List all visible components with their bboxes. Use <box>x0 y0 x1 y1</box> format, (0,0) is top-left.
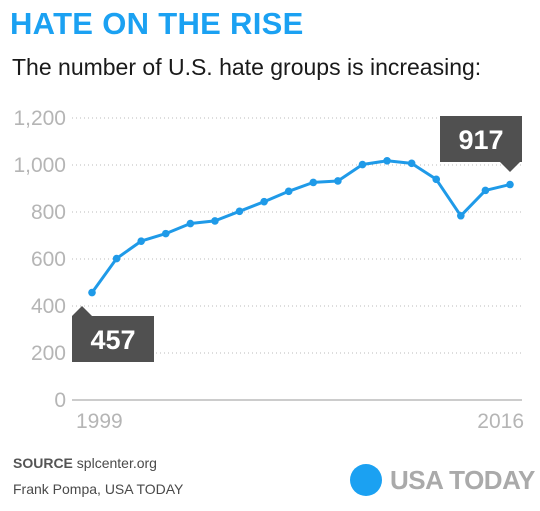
y-tick-label: 600 <box>31 248 66 271</box>
chart-subtitle: The number of U.S. hate groups is increa… <box>12 54 482 80</box>
data-point <box>309 178 318 187</box>
x-tick-label: 2016 <box>477 410 524 433</box>
callout-label-start: 457 <box>90 325 135 355</box>
usa-today-logo-text: USA TODAY <box>390 465 535 495</box>
series-line <box>90 159 512 295</box>
source-text: splcenter.org <box>76 455 157 471</box>
y-tick-label: 1,200 <box>13 107 66 130</box>
line-chart: 0 200 400 600 800 1,000 1,200 1999 2016 457 917 <box>13 107 524 433</box>
data-point <box>88 288 96 297</box>
data-point <box>186 219 195 228</box>
credit-line: Frank Pompa, USA TODAY <box>13 481 184 497</box>
y-tick-label: 400 <box>31 295 66 318</box>
data-point <box>211 217 219 225</box>
data-point <box>407 159 416 168</box>
y-tick-label: 1,000 <box>13 154 66 177</box>
data-point <box>481 186 490 195</box>
y-tick-label: 0 <box>54 389 66 412</box>
data-point <box>137 237 145 245</box>
callout-box-start <box>72 306 154 362</box>
source-label: SOURCE <box>13 455 73 471</box>
y-tick-label: 200 <box>31 342 66 365</box>
usa-today-dot-icon <box>350 464 382 496</box>
y-tick-label: 800 <box>31 201 66 224</box>
data-point <box>260 197 268 206</box>
x-tick-label: 1999 <box>76 410 123 433</box>
callout-label-end: 917 <box>458 125 503 155</box>
source-line: SOURCE splcenter.org <box>13 455 157 471</box>
data-point <box>235 207 244 216</box>
chart-title: HATE ON THE RISE <box>10 6 304 41</box>
data-point <box>457 211 465 220</box>
data-point <box>506 180 514 189</box>
data-point <box>284 187 293 196</box>
data-point <box>161 229 170 238</box>
data-point <box>358 160 367 169</box>
callout-box-end <box>440 116 522 172</box>
data-point <box>383 156 391 165</box>
data-point <box>112 254 121 263</box>
data-point <box>432 175 441 184</box>
data-point <box>334 177 342 185</box>
